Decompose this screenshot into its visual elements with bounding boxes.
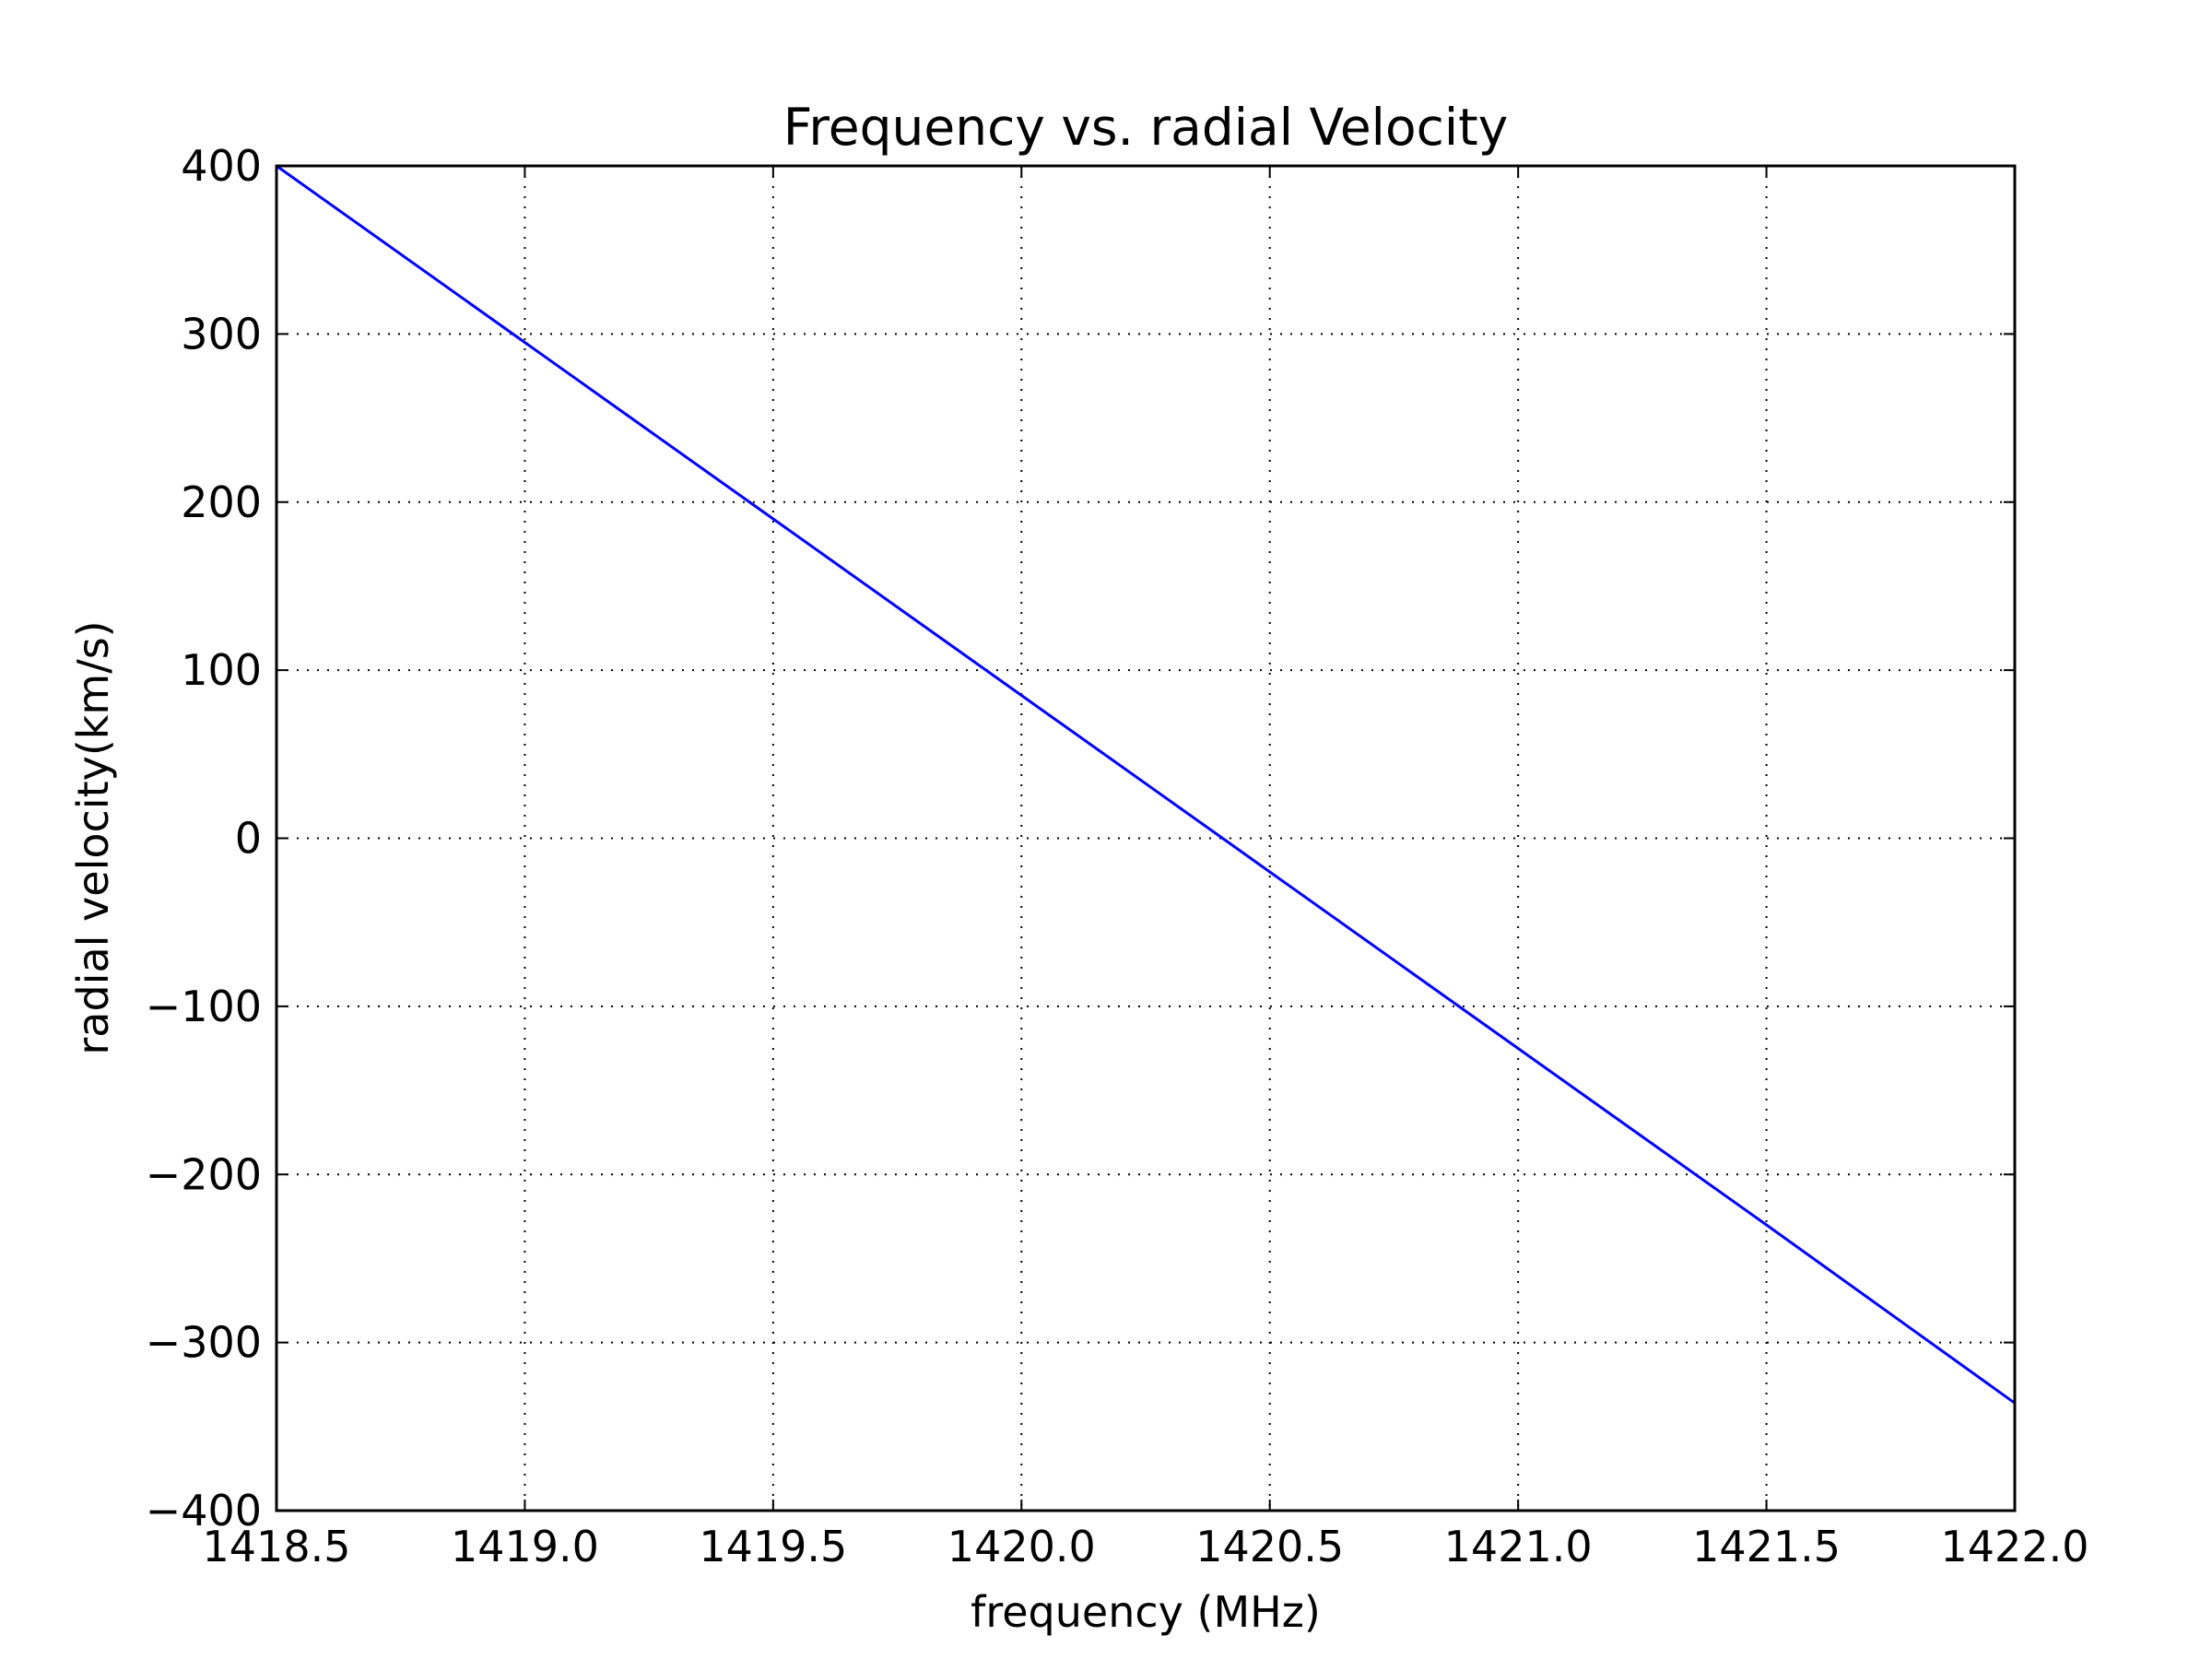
- y-tick-label: 100: [181, 645, 262, 695]
- x-tick-label: 1418.5: [203, 1522, 351, 1571]
- x-tick-label: 1420.5: [1195, 1522, 1344, 1571]
- y-tick-label: 400: [181, 141, 262, 191]
- x-tick-label: 1421.0: [1444, 1522, 1593, 1571]
- y-tick-labels: 400 300 200 100 0 −100 −200 −300 −400: [146, 141, 262, 1535]
- chart-title: Frequency vs. radial Velocity: [783, 98, 1509, 157]
- x-tick-label: 1419.5: [699, 1522, 847, 1571]
- y-tick-label: −100: [146, 982, 262, 1031]
- y-tick-label: 0: [235, 814, 262, 864]
- series-layer: [276, 164, 2016, 1405]
- y-tick-label: −300: [146, 1318, 262, 1368]
- x-tick-label: 1419.0: [451, 1522, 599, 1571]
- x-tick-label: 1422.0: [1941, 1522, 2089, 1571]
- y-tick-label: 300: [181, 309, 262, 359]
- series-line-radial-velocity: [276, 164, 2016, 1405]
- x-tick-labels: 1418.5 1419.0 1419.5 1420.0 1420.5 1421.0 1421…: [203, 1522, 2089, 1571]
- x-axis-title: frequency (MHz): [971, 1587, 1321, 1637]
- tick-layer: [276, 165, 2016, 1512]
- y-tick-label: −200: [146, 1149, 262, 1199]
- x-tick-label: 1420.0: [947, 1522, 1096, 1571]
- y-tick-label: 200: [181, 477, 262, 527]
- x-tick-label: 1421.5: [1692, 1522, 1841, 1571]
- grid-layer: [276, 166, 2015, 1511]
- y-tick-label: −400: [146, 1486, 262, 1535]
- y-axis-title: radial velocity(km/s): [68, 620, 118, 1054]
